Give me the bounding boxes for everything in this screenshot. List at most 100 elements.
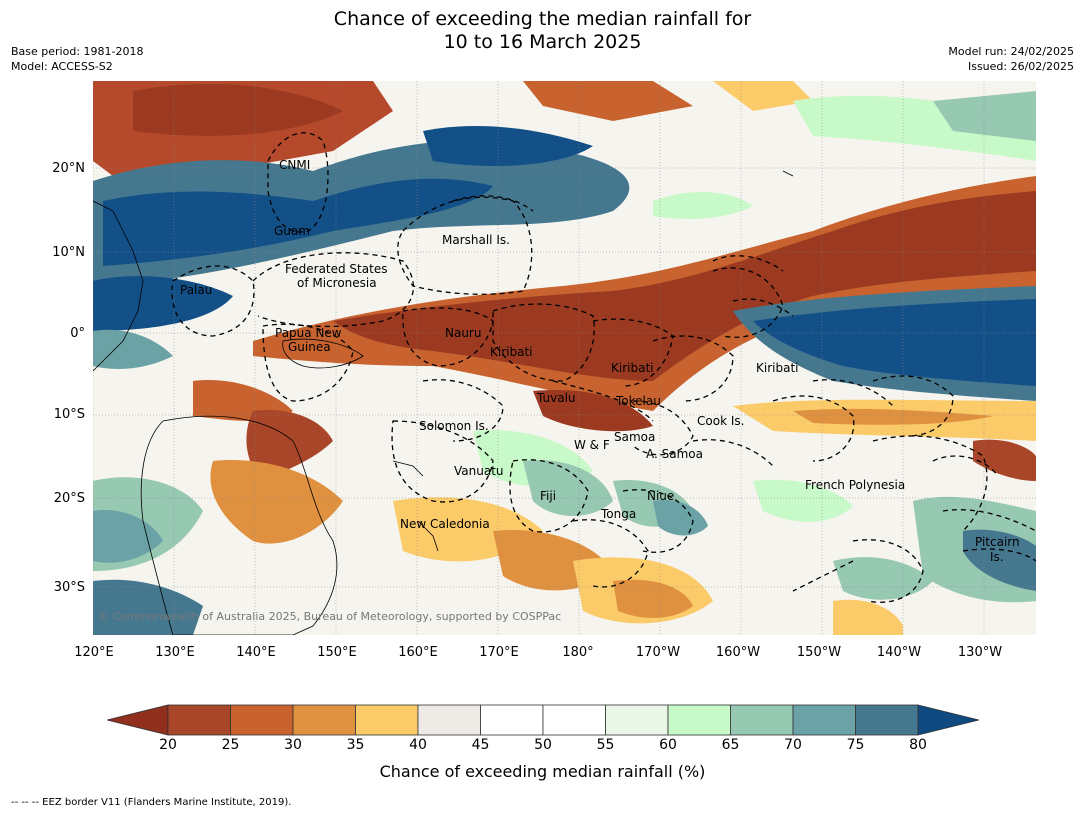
map-blob — [713, 81, 813, 111]
colorbar-tick-label: 40 — [409, 737, 427, 753]
place-label: New Caledonia — [400, 517, 490, 531]
colorbar-segment — [417, 704, 481, 736]
place-label: A. Samoa — [646, 447, 703, 461]
place-label: Pitcairn — [975, 535, 1020, 549]
map-blob — [93, 579, 203, 635]
place-label: French Polynesia — [805, 478, 906, 492]
place-label: Niue — [647, 489, 675, 503]
colorbar — [106, 704, 980, 736]
map-blob — [533, 390, 653, 432]
colorbar-tick-label: 80 — [909, 737, 927, 753]
colorbar-label: Chance of exceeding median rainfall (%) — [379, 762, 706, 781]
place-label: Tuvalu — [537, 391, 576, 405]
colorbar-tick-label: 60 — [659, 737, 677, 753]
lon-label-120e: 120°E — [74, 645, 114, 660]
colorbar-tick-label: 75 — [846, 737, 865, 753]
colorbar-tick-label: 70 — [784, 737, 802, 753]
map-blob — [963, 529, 1036, 591]
colorbar-segment — [730, 704, 794, 736]
colorbar-tick-label: 50 — [534, 737, 552, 753]
colorbar-low-arrow — [106, 704, 169, 736]
lon-label-160w: 160°W — [715, 645, 761, 660]
colorbar-segment — [355, 704, 419, 736]
place-label: W & F — [574, 438, 610, 452]
place-label: Federated States — [285, 262, 388, 276]
map-blob — [210, 460, 343, 544]
lon-label-150e: 150°E — [317, 645, 357, 660]
eez-borders — [171, 132, 1036, 603]
map-blob — [653, 191, 753, 219]
map-blob — [93, 276, 233, 331]
map-blob — [793, 408, 993, 425]
colorbar-segment — [230, 704, 294, 736]
coastlines — [93, 170, 794, 635]
place-label: Cook Is. — [697, 414, 745, 428]
issued-date: Issued: 26/02/2025 — [967, 60, 1074, 73]
place-label: Solomon Is. — [419, 419, 489, 433]
map-blob — [523, 460, 613, 516]
colorbar-high-arrow — [917, 704, 980, 736]
colorbar-tick-label: 45 — [471, 737, 490, 753]
map-blob — [246, 410, 333, 481]
lon-label-180: 180° — [562, 645, 594, 660]
chart-title: Chance of exceeding the median rainfall … — [0, 8, 1085, 54]
place-label: Marshall Is. — [442, 233, 510, 247]
place-label: Tokelau — [616, 394, 661, 408]
rainfall-map — [93, 81, 1036, 635]
colorbar-segment — [605, 704, 669, 736]
colorbar-tick-label: 65 — [721, 737, 740, 753]
meta-left: Base period: 1981-2018 Model: ACCESS-S2 — [11, 44, 143, 74]
model-name: Model: ACCESS-S2 — [11, 60, 113, 73]
map-blob — [613, 579, 693, 618]
lat-label-20s: 20°S — [53, 491, 85, 506]
lat-label-10n: 10°N — [52, 245, 85, 260]
map-blob — [523, 81, 693, 121]
map-blob — [833, 557, 933, 600]
map-blob — [93, 329, 173, 369]
map-blob — [423, 126, 593, 166]
colorbar-tick-label: 55 — [596, 737, 615, 753]
lon-label-130w: 130°W — [957, 645, 1003, 660]
lat-label-10s: 10°S — [53, 407, 85, 422]
place-label: Kiribati — [490, 345, 533, 359]
colorbar-segment — [542, 704, 606, 736]
place-label: Tonga — [601, 507, 637, 521]
lon-label-150w: 150°W — [796, 645, 842, 660]
colorbar-segment — [167, 704, 231, 736]
place-label: Guam — [274, 224, 310, 238]
place-label: Papua New — [275, 326, 342, 340]
graticule — [93, 81, 1036, 635]
meta-right: Model run: 24/02/2025 Issued: 26/02/2025 — [948, 44, 1074, 74]
map-blob — [133, 83, 343, 136]
eez-footnote: -- -- -- EEZ border V11 (Flanders Marine… — [11, 797, 292, 808]
title-line-1: Chance of exceeding the median rainfall … — [333, 8, 752, 30]
place-label: Vanuatu — [454, 464, 504, 478]
lon-label-170e: 170°E — [479, 645, 519, 660]
map-blob — [973, 439, 1036, 481]
colorbar-segment — [855, 704, 919, 736]
copyright-notice: © Commonwealth of Australia 2025, Bureau… — [98, 610, 562, 623]
place-label: Guinea — [288, 340, 331, 354]
lat-label-20n: 20°N — [52, 161, 85, 176]
lat-label-30s: 30°S — [53, 580, 85, 595]
map-blob — [833, 599, 903, 635]
colorbar-ticks: 20 25 30 35 40 45 50 55 60 65 70 75 80 — [0, 737, 1085, 757]
map-blob — [753, 479, 853, 522]
map-blob — [333, 191, 1036, 381]
map-blob — [933, 91, 1036, 141]
lon-label-140e: 140°E — [236, 645, 276, 660]
map-blob — [753, 299, 1036, 386]
colorbar-tick-label: 30 — [284, 737, 302, 753]
colorbar-segment — [667, 704, 731, 736]
title-line-2: 10 to 16 March 2025 — [443, 31, 642, 53]
base-period: Base period: 1981-2018 — [11, 45, 144, 58]
colorbar-segment — [480, 704, 544, 736]
colorbar-tick-label: 35 — [346, 737, 365, 753]
map-canvas — [93, 81, 1036, 635]
colorbar-segment — [292, 704, 356, 736]
place-label: Kiribati — [756, 361, 799, 375]
lon-label-170w: 170°W — [635, 645, 681, 660]
map-blob — [93, 510, 163, 563]
lon-label-130e: 130°E — [155, 645, 195, 660]
place-label: CNMI — [279, 158, 311, 172]
